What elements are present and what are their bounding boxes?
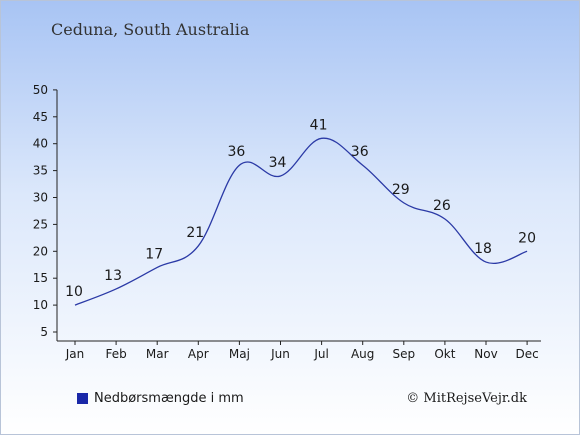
data-label-Feb: 13 <box>104 268 122 284</box>
y-tick-label-30: 30 <box>33 191 48 205</box>
data-label-Aug: 36 <box>351 144 369 160</box>
chart-title: Ceduna, South Australia <box>51 20 250 39</box>
data-label-Jul: 41 <box>310 117 328 133</box>
x-tick-label-Jun: Jun <box>270 347 290 361</box>
credit-text: © MitRejseVejr.dk <box>406 391 527 406</box>
data-label-Sep: 29 <box>392 182 410 198</box>
data-label-Jun: 34 <box>269 155 287 171</box>
x-tick-label-Jul: Jul <box>313 347 328 361</box>
x-tick-label-Apr: Apr <box>188 347 209 361</box>
data-label-Okt: 26 <box>433 198 451 214</box>
data-label-Jan: 10 <box>65 284 83 300</box>
x-tick-label-Nov: Nov <box>474 347 497 361</box>
y-tick-label-5: 5 <box>40 325 48 339</box>
y-tick-label-25: 25 <box>33 217 48 231</box>
y-tick-label-35: 35 <box>33 164 48 178</box>
legend: Nedbørsmængde i mm <box>77 391 244 406</box>
x-tick-label-Aug: Aug <box>351 347 374 361</box>
x-tick-label-Okt: Okt <box>434 347 455 361</box>
y-tick-label-20: 20 <box>33 244 48 258</box>
x-tick-label-Feb: Feb <box>105 347 126 361</box>
y-tick-label-45: 45 <box>33 110 48 124</box>
x-tick-label-Sep: Sep <box>392 347 415 361</box>
series-line-0 <box>74 137 528 306</box>
x-tick-label-Dec: Dec <box>515 347 538 361</box>
data-label-Dec: 20 <box>518 230 536 246</box>
data-label-Maj: 36 <box>227 144 245 160</box>
data-label-Nov: 18 <box>474 241 492 257</box>
data-label-Apr: 21 <box>186 225 204 241</box>
y-tick-label-40: 40 <box>33 137 48 151</box>
legend-label: Nedbørsmængde i mm <box>94 391 244 406</box>
legend-swatch <box>77 393 88 404</box>
data-label-Mar: 17 <box>145 246 163 262</box>
y-tick-label-50: 50 <box>33 83 48 97</box>
y-tick-label-15: 15 <box>33 271 48 285</box>
x-tick-label-Jan: Jan <box>65 347 85 361</box>
y-tick-label-10: 10 <box>33 298 48 312</box>
x-tick-label-Mar: Mar <box>146 347 169 361</box>
x-tick-label-Maj: Maj <box>229 347 250 361</box>
